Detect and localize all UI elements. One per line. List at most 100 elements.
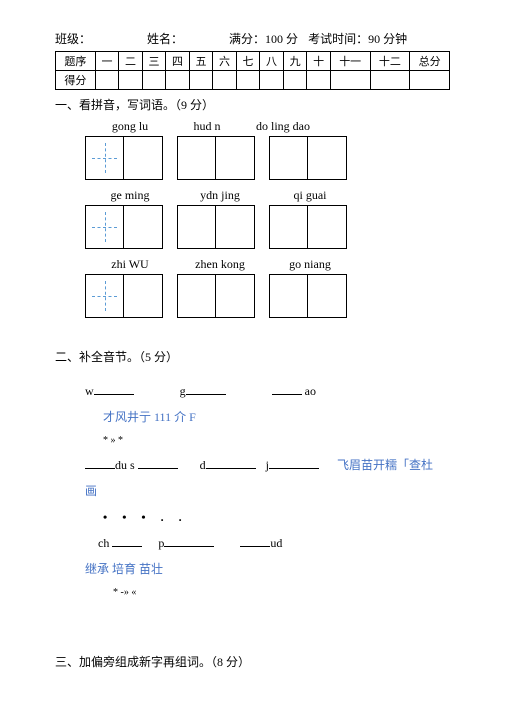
fill-block: w g ao 才风井亍 111 介 F * » * du s d j 飞眉苗开糯…	[85, 379, 450, 603]
blank[interactable]	[164, 533, 214, 547]
table-cell[interactable]	[370, 71, 410, 90]
char-box[interactable]	[86, 206, 124, 248]
table-cell[interactable]	[236, 71, 260, 90]
blank[interactable]	[269, 455, 319, 469]
blank[interactable]	[240, 533, 270, 547]
table-cell[interactable]	[189, 71, 213, 90]
table-cell[interactable]	[307, 71, 331, 90]
table-cell: 四	[166, 52, 190, 71]
time-label: 考试时间：	[308, 32, 368, 46]
table-cell[interactable]	[283, 71, 307, 90]
fill-text: w	[85, 384, 94, 398]
box-group	[85, 205, 163, 249]
table-cell: 五	[189, 52, 213, 71]
table-cell[interactable]	[213, 71, 237, 90]
table-cell[interactable]	[166, 71, 190, 90]
pinyin-labels: zhi WUzhen konggo niang	[85, 257, 450, 272]
score-table: 题序一二三四五六七八九十十一十二总分 得分	[55, 51, 450, 90]
table-cell: 三	[142, 52, 166, 71]
blank[interactable]	[85, 455, 115, 469]
char-box[interactable]	[270, 137, 308, 179]
table-cell[interactable]	[142, 71, 166, 90]
fullscore-label: 满分：	[229, 32, 265, 46]
fill-text: du s	[115, 458, 135, 472]
class-label: 班级：	[55, 32, 91, 46]
box-group	[177, 136, 255, 180]
fill-text: ch	[98, 536, 109, 550]
char-box[interactable]	[86, 137, 124, 179]
dots-line: • • • . .	[103, 505, 450, 529]
box-group	[269, 136, 347, 180]
section3-title: 三、加偏旁组成新字再组词。（8 分）	[55, 653, 450, 670]
table-cell[interactable]	[119, 71, 143, 90]
box-group	[85, 136, 163, 180]
table-cell: 七	[236, 52, 260, 71]
pinyin-label: hud n	[181, 119, 233, 134]
char-box[interactable]	[178, 206, 216, 248]
section2-title: 二、补全音节。（5 分）	[55, 348, 450, 365]
pinyin-labels: gong lu hud ndo ling dao	[85, 119, 450, 134]
pinyin-label: do ling dao	[233, 119, 333, 134]
char-box[interactable]	[124, 275, 162, 317]
char-box[interactable]	[178, 275, 216, 317]
char-box[interactable]	[270, 206, 308, 248]
char-box[interactable]	[216, 275, 254, 317]
char-box[interactable]	[308, 206, 346, 248]
table-row: 题序一二三四五六七八九十十一十二总分	[56, 52, 450, 71]
blue-text-line: 才风井亍 111 介 F	[103, 405, 450, 429]
table-cell: 十	[307, 52, 331, 71]
box-row	[85, 205, 450, 249]
blank[interactable]	[206, 455, 256, 469]
box-row	[85, 274, 450, 318]
table-cell: 十一	[330, 52, 370, 71]
fill-line: w g ao	[85, 379, 450, 403]
blue-text-right: 飞眉苗开糯「查杜	[337, 458, 433, 472]
fill-text: ao	[305, 384, 316, 398]
box-row	[85, 136, 450, 180]
pinyin-label: ydn jing	[175, 188, 265, 203]
char-box[interactable]	[308, 137, 346, 179]
header-info: 班级： 姓名： 满分：100 分 考试时间：90 分钟	[55, 30, 450, 47]
blank[interactable]	[112, 533, 142, 547]
table-cell: 八	[260, 52, 284, 71]
table-cell[interactable]	[95, 71, 119, 90]
blank[interactable]	[186, 381, 226, 395]
table-cell: 得分	[56, 71, 96, 90]
time-value: 90 分钟	[368, 32, 407, 46]
table-cell: 二	[119, 52, 143, 71]
table-cell: 十二	[370, 52, 410, 71]
blank[interactable]	[272, 381, 302, 395]
pinyin-label: gong lu	[85, 119, 175, 134]
fill-line: ch p ud	[85, 531, 450, 555]
char-box[interactable]	[124, 206, 162, 248]
blank[interactable]	[138, 455, 178, 469]
table-cell: 九	[283, 52, 307, 71]
table-cell[interactable]	[410, 71, 450, 90]
char-box[interactable]	[216, 206, 254, 248]
fullscore-value: 100 分	[265, 32, 298, 46]
blank[interactable]	[94, 381, 134, 395]
box-group	[85, 274, 163, 318]
table-cell: 题序	[56, 52, 96, 71]
char-box[interactable]	[216, 137, 254, 179]
symbol-line: * » *	[103, 431, 450, 451]
table-cell: 六	[213, 52, 237, 71]
fill-text: ud	[270, 536, 282, 550]
pinyin-label: ge ming	[85, 188, 175, 203]
box-group	[177, 274, 255, 318]
char-box[interactable]	[178, 137, 216, 179]
char-box[interactable]	[86, 275, 124, 317]
pinyin-label: zhen kong	[175, 257, 265, 272]
char-box[interactable]	[270, 275, 308, 317]
symbol-line: * -» «	[113, 583, 450, 603]
table-cell[interactable]	[260, 71, 284, 90]
box-group	[177, 205, 255, 249]
fill-line: du s d j 飞眉苗开糯「查杜	[85, 453, 450, 477]
table-cell[interactable]	[330, 71, 370, 90]
box-group	[269, 274, 347, 318]
blue-text-line: 继承 培育 苗壮	[85, 557, 450, 581]
table-row: 得分	[56, 71, 450, 90]
pinyin-label: zhi WU	[85, 257, 175, 272]
char-box[interactable]	[308, 275, 346, 317]
char-box[interactable]	[124, 137, 162, 179]
